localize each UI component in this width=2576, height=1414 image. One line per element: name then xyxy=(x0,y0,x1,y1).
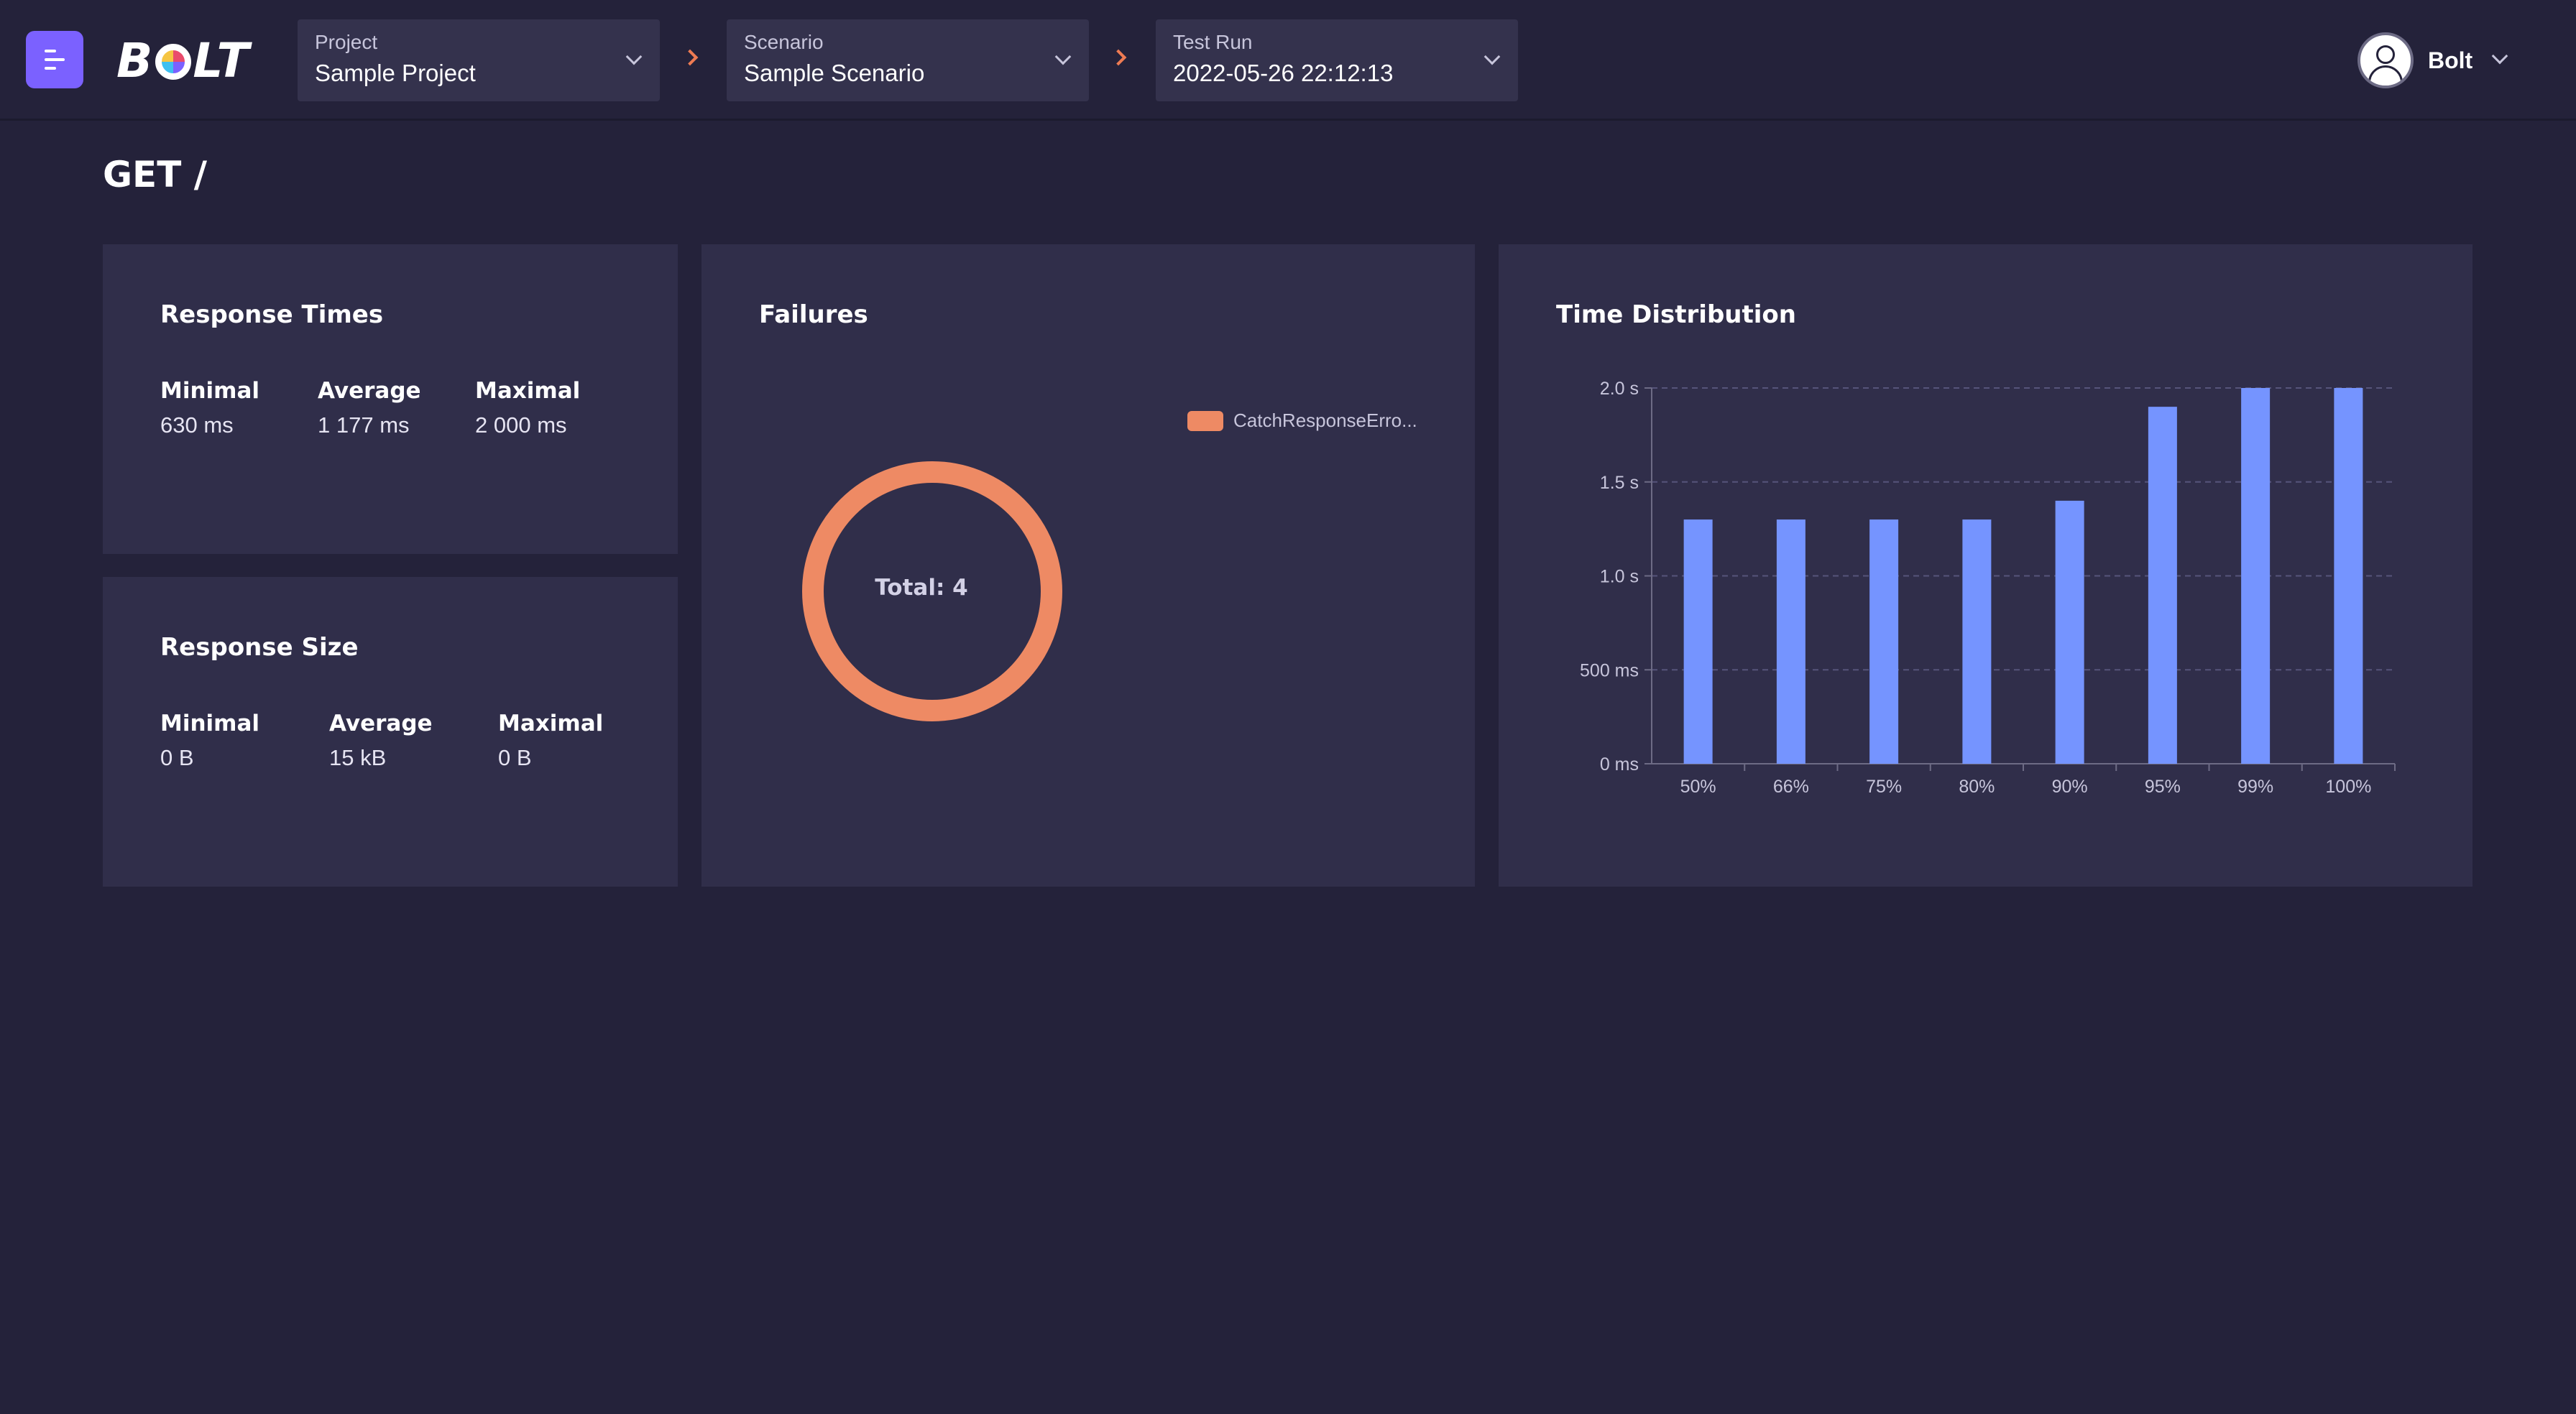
x-tick-label: 99% xyxy=(2237,777,2273,797)
logo-emblem xyxy=(155,44,192,80)
menu-toggle-button[interactable] xyxy=(26,31,83,88)
project-selector-label: Project xyxy=(315,31,378,53)
scenario-selector-value: Sample Scenario xyxy=(744,60,925,86)
stat-value: 0 B xyxy=(498,745,532,770)
time-distribution-chart: 0 ms 500 ms 1.0 s 1.5 s 2.0 s 50% 66% 75% 80% 90%… xyxy=(1580,379,2396,797)
stat-label: Average xyxy=(329,711,433,736)
response-times-maximal: Maximal 2 000 ms xyxy=(475,378,580,438)
time-distribution-card: Time Distribution 0 ms 500 ms 1.0 s 1.5 s 2.… xyxy=(1499,244,2472,887)
scenario-selector-label: Scenario xyxy=(744,31,824,53)
stat-label: Maximal xyxy=(475,378,581,404)
bar-95pct xyxy=(2148,407,2177,764)
failures-card: Failures Total: 4 CatchResponseErro... xyxy=(702,244,1475,887)
failures-legend-item[interactable]: CatchResponseErro... xyxy=(1187,410,1417,432)
stat-label: Minimal xyxy=(160,711,260,736)
user-name: Bolt xyxy=(2428,47,2473,73)
page-title: GET / xyxy=(103,154,207,195)
menu-line xyxy=(45,67,56,70)
response-size-card: Response Size Minimal 0 B Average 15 kB … xyxy=(103,577,678,887)
bar-66pct xyxy=(1776,519,1806,764)
logo-text-end: LT xyxy=(193,32,251,88)
time-distribution-title: Time Distribution xyxy=(1556,300,1796,329)
x-tick-label: 75% xyxy=(1866,777,1902,797)
test-run-selector-label: Test Run xyxy=(1173,31,1253,53)
top-bar: B LT Project Sample Project Scenario Samp… xyxy=(0,0,2576,121)
stat-value: 1 177 ms xyxy=(318,412,410,438)
y-tick-label: 1.0 s xyxy=(1600,567,1639,587)
stat-label: Minimal xyxy=(160,378,260,404)
x-tick-label: 100% xyxy=(2325,777,2371,797)
stat-value: 2 000 ms xyxy=(475,412,567,438)
x-tick-label: 90% xyxy=(2052,777,2088,797)
user-avatar-icon xyxy=(2358,32,2414,88)
stat-label: Average xyxy=(318,378,421,404)
chevron-down-icon xyxy=(2491,47,2508,65)
logo-text-start: B xyxy=(116,32,155,88)
project-selector-value: Sample Project xyxy=(315,60,476,86)
y-tick-label: 500 ms xyxy=(1580,660,1639,680)
y-tick-label: 1.5 s xyxy=(1600,473,1639,493)
bar-50pct xyxy=(1683,519,1713,764)
stat-label: Maximal xyxy=(498,711,604,736)
bar-100pct xyxy=(2334,388,2363,764)
response-times-minimal: Minimal 630 ms xyxy=(160,378,259,438)
response-size-average: Average 15 kB xyxy=(329,711,433,771)
response-size-maximal: Maximal 0 B xyxy=(498,711,603,771)
failures-total: Total: 4 xyxy=(875,575,968,601)
chevron-down-icon xyxy=(1484,48,1501,65)
response-size-title: Response Size xyxy=(160,633,359,662)
stat-value: 15 kB xyxy=(329,745,387,770)
bar-99pct xyxy=(2241,388,2271,764)
legend-label: CatchResponseErro... xyxy=(1233,410,1417,431)
response-times-title: Response Times xyxy=(160,300,384,329)
stat-value: 630 ms xyxy=(160,412,234,438)
x-tick-label: 95% xyxy=(2145,777,2181,797)
menu-line xyxy=(45,50,56,52)
user-menu[interactable]: Bolt xyxy=(2358,32,2508,88)
bar-90pct xyxy=(2055,500,2084,764)
project-selector[interactable]: Project Sample Project xyxy=(298,19,660,101)
y-tick-label: 0 ms xyxy=(1600,754,1639,775)
scenario-selector[interactable]: Scenario Sample Scenario xyxy=(727,19,1089,101)
bolt-logo[interactable]: B LT xyxy=(116,32,250,89)
legend-swatch xyxy=(1187,410,1223,431)
stat-value: 0 B xyxy=(160,745,194,770)
menu-line xyxy=(45,58,65,61)
x-tick-label: 80% xyxy=(1959,777,1995,797)
failures-title: Failures xyxy=(759,300,868,329)
test-run-selector[interactable]: Test Run 2022-05-26 22:12:13 xyxy=(1156,19,1518,101)
response-size-minimal: Minimal 0 B xyxy=(160,711,259,771)
x-tick-label: 50% xyxy=(1680,777,1716,797)
chevron-down-icon xyxy=(625,48,643,65)
response-times-average: Average 1 177 ms xyxy=(318,378,421,438)
y-tick-label: 2.0 s xyxy=(1600,379,1639,399)
chevron-down-icon xyxy=(1054,48,1072,65)
x-tick-label: 66% xyxy=(1773,777,1809,797)
chevron-right-icon xyxy=(681,49,699,66)
response-times-card: Response Times Minimal 630 ms Average 1 … xyxy=(103,244,678,554)
bar-80pct xyxy=(1962,519,1992,764)
bar-75pct xyxy=(1869,519,1899,764)
chevron-right-icon xyxy=(1110,49,1127,66)
test-run-selector-value: 2022-05-26 22:12:13 xyxy=(1173,60,1394,86)
